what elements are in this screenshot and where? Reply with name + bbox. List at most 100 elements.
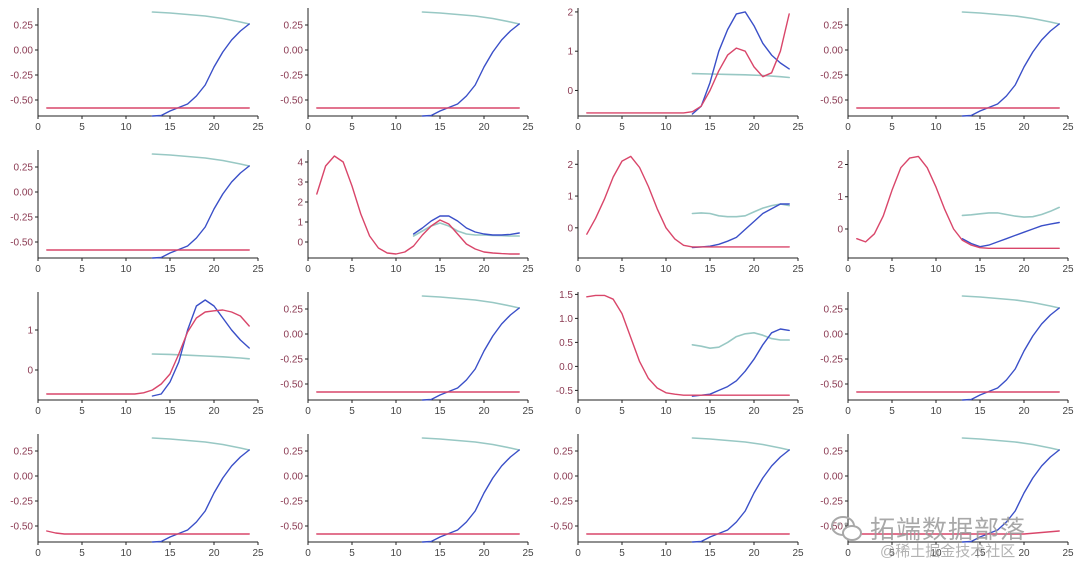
y-tick-label: 0.25 (824, 21, 844, 32)
series-line-teal (421, 437, 520, 451)
y-tick-label: 3 (297, 178, 303, 189)
x-tick-label: 15 (434, 548, 446, 559)
x-tick-label: 0 (305, 548, 311, 559)
series-line-red (46, 530, 250, 535)
x-tick-label: 25 (522, 406, 534, 417)
series-line-teal (421, 295, 520, 309)
y-tick-label: 0.00 (14, 472, 34, 483)
panel-13: 0 5 10 15 20 25 0.25 0.00 -0.25 -0.50 (10, 434, 264, 559)
series-line-blue (421, 307, 520, 401)
x-tick-label: 20 (748, 406, 760, 417)
x-tick-label: 5 (619, 548, 625, 559)
x-tick-label: 25 (522, 264, 534, 275)
x-tick-label: 10 (120, 264, 132, 275)
y-tick-label: 0.5 (559, 338, 573, 349)
y-tick-label: 0.25 (14, 21, 34, 32)
y-tick-label: -0.50 (280, 380, 303, 391)
panel-15: 0 5 10 15 20 25 0.25 0.00 -0.25 -0.50 (550, 434, 804, 559)
x-tick-label: 25 (1062, 122, 1074, 133)
y-tick-label: -0.50 (280, 522, 303, 533)
x-tick-label: 0 (845, 548, 851, 559)
panel-12: 0 5 10 15 20 25 0.25 0.00 -0.25 -0.50 (820, 292, 1074, 417)
x-tick-label: 5 (349, 264, 355, 275)
y-tick-label: 2 (837, 160, 843, 171)
x-tick-label: 0 (575, 548, 581, 559)
x-tick-label: 20 (478, 548, 490, 559)
x-tick-label: 20 (1018, 548, 1030, 559)
x-tick-label: 25 (252, 122, 264, 133)
series-line-blue (961, 307, 1060, 401)
series-line-teal (151, 153, 250, 167)
x-tick-label: 10 (930, 264, 942, 275)
x-tick-label: 0 (35, 264, 41, 275)
x-tick-label: 5 (619, 122, 625, 133)
series-line-blue (421, 23, 520, 117)
series-line-teal (691, 72, 790, 79)
x-tick-label: 15 (974, 406, 986, 417)
series-line-blue (961, 449, 1060, 543)
x-tick-label: 25 (1062, 264, 1074, 275)
x-tick-label: 20 (478, 406, 490, 417)
x-tick-label: 5 (889, 122, 895, 133)
y-tick-label: -0.25 (820, 355, 843, 366)
x-tick-label: 20 (1018, 122, 1030, 133)
panel-5: 0 5 10 15 20 25 0.25 0.00 -0.25 -0.50 (10, 150, 264, 275)
x-tick-label: 20 (208, 264, 220, 275)
y-tick-label: 0.00 (14, 46, 34, 57)
x-tick-label: 15 (974, 264, 986, 275)
x-tick-label: 10 (120, 406, 132, 417)
x-tick-label: 5 (79, 406, 85, 417)
x-tick-label: 10 (390, 548, 402, 559)
y-tick-label: 0.00 (284, 46, 304, 57)
x-tick-label: 25 (522, 548, 534, 559)
y-tick-label: 0.25 (14, 447, 34, 458)
y-tick-label: -0.50 (10, 96, 33, 107)
x-tick-label: 15 (164, 264, 176, 275)
series-line-blue (961, 221, 1060, 248)
y-tick-label: 0.00 (824, 330, 844, 341)
y-tick-label: -0.25 (820, 497, 843, 508)
x-tick-label: 10 (930, 406, 942, 417)
x-tick-label: 15 (164, 548, 176, 559)
x-tick-label: 25 (1062, 406, 1074, 417)
y-tick-label: 0.25 (284, 21, 304, 32)
y-tick-label: 1 (567, 47, 573, 58)
x-tick-label: 0 (845, 122, 851, 133)
y-tick-label: 0 (567, 86, 573, 97)
x-tick-label: 0 (305, 122, 311, 133)
y-tick-label: 0.00 (284, 472, 304, 483)
series-line-teal (151, 437, 250, 451)
x-tick-label: 10 (390, 264, 402, 275)
x-tick-label: 15 (434, 264, 446, 275)
series-line-teal (691, 437, 790, 451)
y-tick-label: 0.25 (284, 305, 304, 316)
x-tick-label: 25 (522, 122, 534, 133)
y-tick-label: -0.50 (280, 96, 303, 107)
panel-11: 0 5 10 15 20 25 1.5 1.0 0.5 0.0 -0.5 (556, 290, 804, 417)
x-tick-label: 5 (889, 264, 895, 275)
series-line-teal (961, 206, 1060, 218)
y-tick-label: -0.50 (10, 238, 33, 249)
y-tick-label: 0.00 (824, 46, 844, 57)
x-tick-label: 15 (434, 406, 446, 417)
x-tick-label: 25 (792, 264, 804, 275)
y-tick-label: 1.5 (559, 290, 573, 301)
x-tick-label: 15 (704, 406, 716, 417)
y-tick-label: 4 (297, 158, 303, 169)
x-tick-label: 25 (792, 122, 804, 133)
series-line-teal (412, 222, 520, 237)
y-tick-label: 0.25 (824, 305, 844, 316)
series-line-blue (691, 449, 790, 543)
y-tick-label: 0.00 (284, 330, 304, 341)
x-tick-label: 5 (889, 406, 895, 417)
x-tick-label: 15 (704, 264, 716, 275)
y-tick-label: 2 (567, 7, 573, 18)
y-tick-label: 1 (297, 218, 303, 229)
x-tick-label: 15 (704, 122, 716, 133)
series-line-red (856, 530, 1060, 535)
y-tick-label: -0.25 (820, 71, 843, 82)
series-line-blue (421, 449, 520, 543)
x-tick-label: 0 (575, 122, 581, 133)
x-tick-label: 20 (208, 548, 220, 559)
